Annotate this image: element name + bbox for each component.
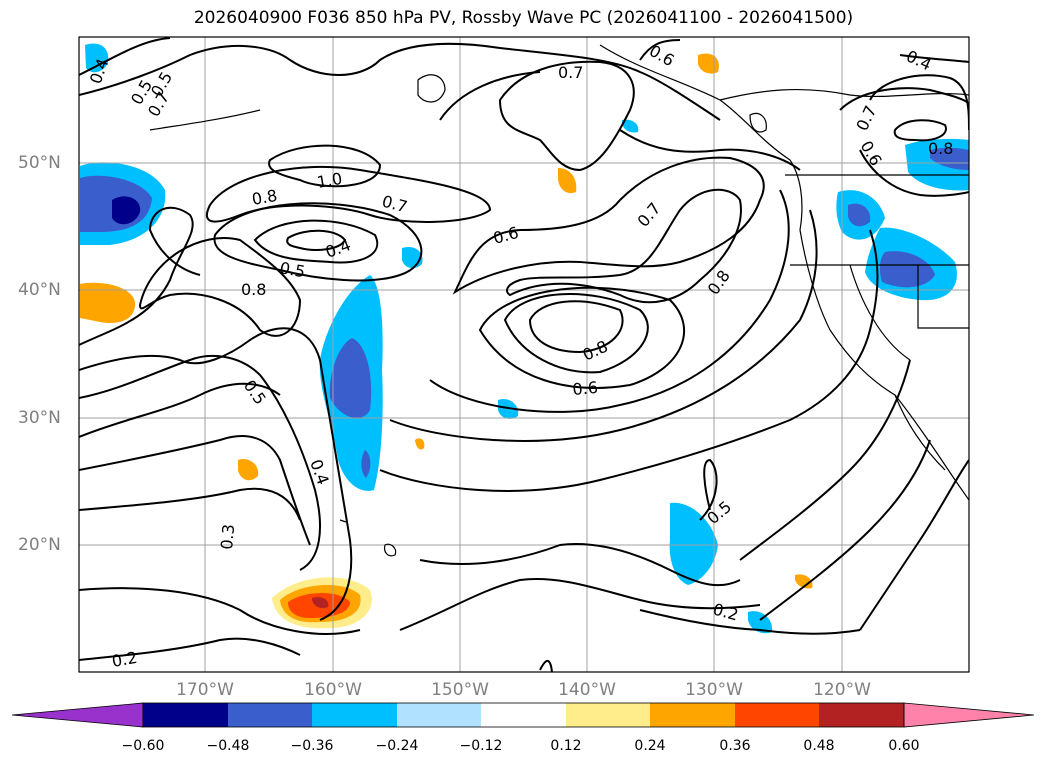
lon-label-160w: 160°W	[304, 680, 362, 700]
colorbar-swatch	[650, 703, 735, 727]
contour-label: 0.4	[903, 46, 934, 74]
colorbar-tick-label: −0.12	[459, 738, 503, 754]
colorbar-swatch	[397, 703, 481, 727]
contour-label: 0.5	[278, 258, 306, 281]
contour-label: 0.6	[646, 41, 678, 70]
contour-label: 0.2	[711, 600, 741, 625]
contour-label: 0.3	[217, 523, 238, 550]
lon-label-120w: 120°W	[813, 680, 871, 700]
colorbar-swatch	[312, 703, 397, 727]
coastline	[149, 44, 969, 557]
contour-label: 0.8	[580, 337, 611, 365]
lat-label-30n: 30°N	[18, 408, 61, 428]
colorbar-swatch	[735, 703, 819, 727]
colorbar	[11, 702, 1035, 728]
colorbar-tick-label: 0.48	[803, 738, 835, 754]
colorbar-tick-label: 0.36	[719, 738, 751, 754]
contour-label: 0.8	[241, 280, 266, 299]
plot-frame	[78, 36, 970, 673]
colorbar-tick-label: 0.12	[550, 738, 582, 754]
contour-label: 0.6	[857, 138, 886, 170]
contour-label: 0.8	[928, 139, 953, 158]
contour-label: 0.4	[306, 457, 333, 487]
colorbar-extend-right	[903, 702, 1035, 728]
colorbar-tick-label: 0.60	[888, 738, 920, 754]
contour-label: 0.8	[250, 186, 278, 209]
lon-label-150w: 150°W	[431, 680, 489, 700]
colorbar-swatch	[228, 703, 312, 727]
lat-label-40n: 40°N	[18, 280, 61, 300]
lat-label-20n: 20°N	[18, 535, 61, 555]
shading-layer	[80, 43, 969, 634]
contour-label: 0.6	[572, 378, 599, 399]
contour-label: 0.7	[558, 63, 583, 82]
lon-label-130w: 130°W	[685, 680, 743, 700]
colorbar-tick-label: −0.36	[290, 738, 334, 754]
lon-label-140w: 140°W	[558, 680, 616, 700]
colorbar-tick-label: 0.24	[634, 738, 666, 754]
map-title: 2026040900 F036 850 hPa PV, Rossby Wave …	[193, 8, 854, 28]
colorbar-swatch	[481, 703, 566, 727]
colorbar-tick-label: −0.60	[121, 738, 165, 754]
lon-label-170w: 170°W	[176, 680, 234, 700]
colorbar-swatch	[819, 703, 904, 727]
contour-label: 0.6	[491, 223, 521, 248]
contour-label: 1.0	[315, 169, 343, 192]
colorbar-tick-label: −0.48	[206, 738, 250, 754]
lat-label-50n: 50°N	[18, 153, 61, 173]
contour-label: 0.2	[110, 648, 138, 671]
pv-contours	[79, 37, 969, 672]
colorbar-swatch	[566, 703, 650, 727]
contour-label: 0.4	[323, 235, 353, 262]
colorbar-extend-left	[11, 702, 144, 728]
contour-label: 0.7	[634, 199, 665, 231]
colorbar-tick-label: −0.24	[375, 738, 419, 754]
colorbar-swatch	[143, 703, 228, 727]
contour-label: 0.7	[852, 103, 880, 134]
